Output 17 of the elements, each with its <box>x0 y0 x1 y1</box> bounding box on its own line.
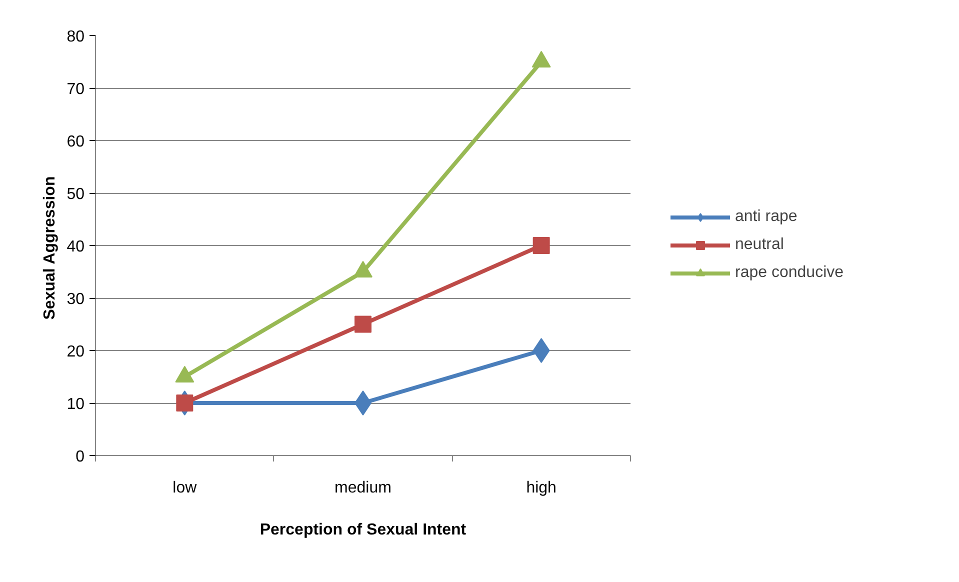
legend-label: anti rape <box>735 208 798 226</box>
y-axis-title: Sexual Aggression <box>42 176 59 320</box>
x-tick-label: low <box>172 480 198 496</box>
y-tick-label: 20 <box>66 344 85 360</box>
legend-label: neutral <box>735 236 784 254</box>
y-tick-label: 30 <box>66 291 85 308</box>
y-tick-label: 50 <box>66 186 85 203</box>
y-tick-label: 10 <box>66 396 85 413</box>
y-tick-label: 40 <box>66 238 85 256</box>
y-tick-label: 60 <box>66 134 85 150</box>
x-tick-label: medium <box>334 480 392 496</box>
x-tick-label: high <box>526 480 556 496</box>
y-tick-label: 70 <box>66 81 85 98</box>
x-axis-title: Perception of Sexual Intent <box>260 522 467 538</box>
legend-label: rape conducive <box>735 264 844 282</box>
y-tick-label: 0 <box>76 448 85 466</box>
y-tick-label: 80 <box>66 28 85 46</box>
